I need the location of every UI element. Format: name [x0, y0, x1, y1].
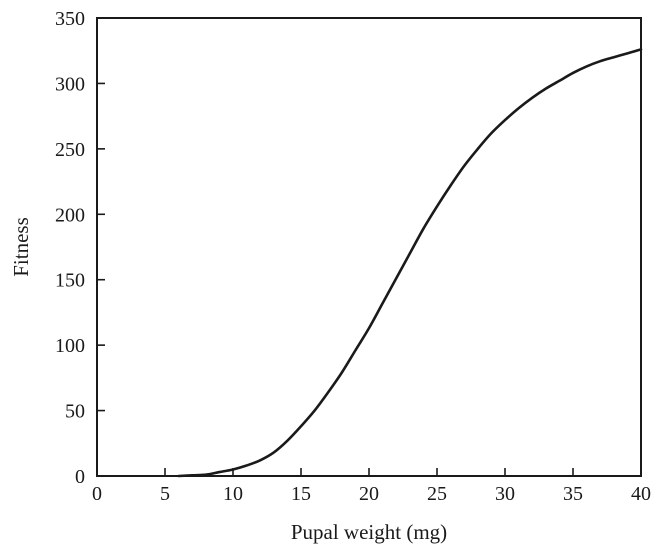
fitness-curve: [177, 48, 643, 478]
y-tick-label: 200: [55, 204, 85, 226]
y-tick-label: 0: [75, 466, 85, 488]
x-tick-label: 0: [92, 483, 102, 505]
x-axis-label: Pupal weight (mg): [291, 520, 447, 544]
x-axis-ticks: 0 5 10 15 20 25 30 35 40: [92, 468, 651, 505]
y-tick-label: 300: [55, 73, 85, 95]
y-tick-label: 150: [55, 270, 85, 292]
x-tick-label: 20: [359, 483, 379, 505]
x-tick-label: 5: [160, 483, 170, 505]
y-tick-label: 50: [65, 401, 85, 423]
x-tick-label: 40: [631, 483, 651, 505]
x-tick-label: 25: [427, 483, 447, 505]
y-axis-label: Fitness: [9, 217, 33, 277]
x-tick-label: 35: [563, 483, 583, 505]
y-tick-label: 100: [55, 335, 85, 357]
x-tick-label: 15: [291, 483, 311, 505]
y-tick-label: 350: [55, 8, 85, 30]
x-tick-label: 10: [223, 483, 243, 505]
x-tick-label: 30: [495, 483, 515, 505]
y-axis-ticks: 0 50 100 150 200 250 300 350: [55, 8, 105, 488]
plot-frame: [96, 17, 642, 477]
y-tick-label: 250: [55, 139, 85, 161]
